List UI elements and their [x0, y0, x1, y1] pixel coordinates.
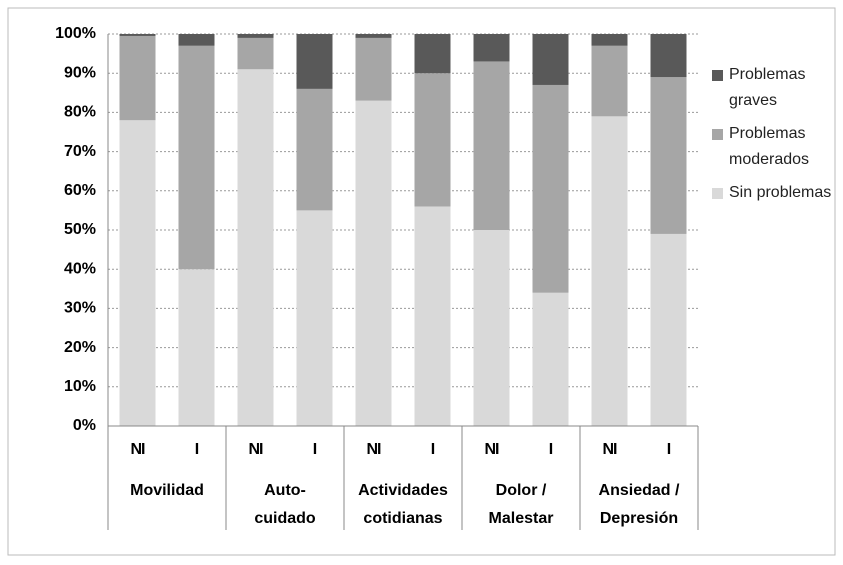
x-tick-label: I — [667, 441, 671, 458]
bar-segment — [473, 34, 510, 62]
y-tick-label: 60% — [64, 182, 96, 199]
y-tick-label: 20% — [64, 339, 96, 356]
y-tick-label: 90% — [64, 64, 96, 81]
bar-segment — [178, 45, 215, 270]
y-tick-label: 0% — [73, 417, 96, 434]
group-label: Ansiedad / — [599, 482, 680, 499]
bar-segment — [296, 34, 333, 89]
group-label: Auto- — [264, 482, 306, 499]
bar-segment — [119, 35, 156, 121]
y-tick-label: 10% — [64, 378, 96, 395]
legend-item: Sin problemas — [708, 180, 833, 206]
x-tick-label: NI — [367, 441, 382, 458]
bar-segment — [591, 45, 628, 117]
bar-segment — [178, 269, 215, 426]
legend: Problemas graves Problemas moderados Sin p… — [708, 62, 833, 213]
group-label: cuidado — [254, 510, 316, 527]
legend-label: Sin problemas — [729, 184, 832, 201]
group-label: cotidianas — [363, 510, 442, 527]
x-tick-label: NI — [485, 441, 500, 458]
group-label: Movilidad — [130, 482, 204, 499]
y-tick-label: 100% — [55, 25, 96, 42]
y-tick-label: 30% — [64, 300, 96, 317]
bar-segment — [178, 34, 215, 46]
legend-label: Problemas graves — [729, 66, 806, 109]
group-label: Dolor / — [496, 482, 547, 499]
bar-segment — [119, 120, 156, 427]
y-tick-label: 50% — [64, 221, 96, 238]
bar-segment — [237, 69, 274, 426]
group-label: Malestar — [489, 510, 554, 527]
bar-segment — [355, 37, 392, 101]
legend-swatch — [712, 188, 723, 199]
x-tick-label: I — [195, 441, 199, 458]
y-tick-label: 40% — [64, 260, 96, 277]
legend-item: Problemas graves — [708, 62, 833, 114]
bar-segment — [414, 34, 451, 74]
bar-segment — [414, 73, 451, 207]
bar-segment — [532, 34, 569, 85]
x-tick-label: NI — [131, 441, 146, 458]
legend-swatch — [712, 70, 723, 81]
y-tick-label: 70% — [64, 143, 96, 160]
bar-segment — [473, 230, 510, 426]
legend-swatch — [712, 129, 723, 140]
x-tick-label: I — [549, 441, 553, 458]
bar-segment — [650, 233, 687, 426]
bar-segment — [355, 34, 392, 38]
x-tick-label: NI — [249, 441, 264, 458]
group-label: Depresión — [600, 510, 678, 527]
bar-segment — [296, 88, 333, 211]
bar-segment — [532, 84, 569, 293]
bar-segment — [473, 61, 510, 230]
bar-segment — [532, 292, 569, 426]
bar-segment — [119, 34, 156, 36]
bar-segment — [237, 34, 274, 38]
bar-segment — [237, 37, 274, 70]
x-tick-label: NI — [603, 441, 618, 458]
bar-segment — [591, 34, 628, 46]
bar-segment — [414, 206, 451, 426]
legend-item: Problemas moderados — [708, 121, 833, 173]
bar-segment — [591, 116, 628, 426]
bar-segment — [296, 210, 333, 426]
bar-segment — [650, 34, 687, 78]
bar-segment — [650, 77, 687, 234]
bar-segment — [355, 100, 392, 426]
group-label: Actividades — [358, 482, 448, 499]
y-tick-label: 80% — [64, 104, 96, 121]
x-tick-label: I — [431, 441, 435, 458]
legend-label: Problemas moderados — [729, 125, 810, 168]
x-tick-label: I — [313, 441, 317, 458]
